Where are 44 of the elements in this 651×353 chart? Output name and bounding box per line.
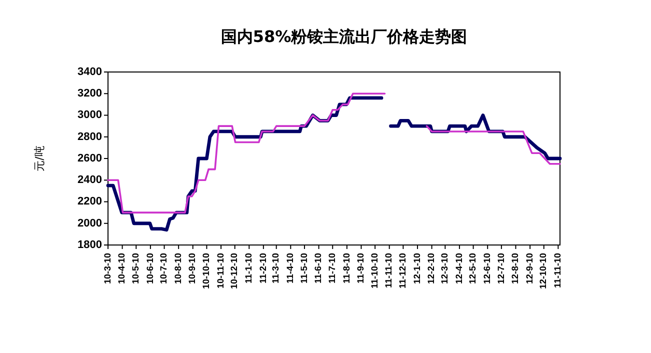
x-tick-label: 10-9-10 <box>187 253 198 284</box>
x-tick-label: 12-10-10 <box>538 253 548 290</box>
x-tick-label: 10-11-10 <box>215 253 226 289</box>
y-tick-label: 2000 <box>78 217 102 230</box>
x-tick-label: 11-5-10 <box>298 253 309 284</box>
x-tick-label: 11-11-10 <box>552 253 563 288</box>
x-tick-label: 11-7-10 <box>326 253 337 284</box>
y-tick-label: 2400 <box>78 174 102 186</box>
x-tick-label: 12-7-10 <box>496 253 506 284</box>
x-tick-label: 10-8-10 <box>172 253 183 284</box>
y-tick-label: 2200 <box>78 196 102 208</box>
x-tick-label: 12-5-10 <box>468 253 478 284</box>
x-tick-label: 11-10-10 <box>369 253 380 289</box>
y-tick-label: 1800 <box>78 238 102 251</box>
x-tick-label: 10-5-10 <box>130 253 141 284</box>
y-tick-label: 2600 <box>78 152 102 164</box>
y-tick-label: 2800 <box>78 130 102 143</box>
x-tick-label: 11-11-10 <box>384 253 394 288</box>
y-tick-label: 3200 <box>78 88 102 100</box>
x-tick-label: 10-4-10 <box>116 253 127 284</box>
y-tick-label: 3400 <box>78 66 102 78</box>
x-tick-label: 12-2-10 <box>426 253 436 284</box>
x-tick-label: 11-12-10 <box>398 253 408 289</box>
x-tick-label: 12-8-10 <box>510 253 520 284</box>
x-tick-label: 12-9-10 <box>524 253 534 284</box>
x-tick-label: 11-9-10 <box>356 253 366 284</box>
x-tick-label: 11-6-10 <box>313 253 324 284</box>
x-tick-label: 10-12-10 <box>229 253 240 290</box>
y-tick-label: 3000 <box>78 109 102 122</box>
x-tick-label: 11-2-10 <box>258 253 268 284</box>
x-tick-label: 10-7-10 <box>158 253 169 284</box>
chart-title: 国内58%粉铵主流出厂价格走势图 <box>220 27 468 46</box>
x-tick-label: 11-8-10 <box>341 253 352 284</box>
x-tick-label: 12-3-10 <box>440 253 450 284</box>
x-tick-label: 10-10-10 <box>201 253 212 290</box>
y-axis-title: 元/吨 <box>33 146 46 172</box>
x-tick-label: 10-6-10 <box>144 253 155 284</box>
x-tick-label: 12-1-10 <box>412 253 422 284</box>
x-tick-label: 11-1-10 <box>244 253 254 284</box>
x-tick-label: 12-4-10 <box>454 253 464 284</box>
x-tick-label: 10-3-10 <box>102 253 112 284</box>
x-tick-label: 11-4-10 <box>285 253 296 284</box>
x-tick-label: 12-6-10 <box>482 253 492 284</box>
x-tick-label: 11-3-10 <box>270 253 281 284</box>
